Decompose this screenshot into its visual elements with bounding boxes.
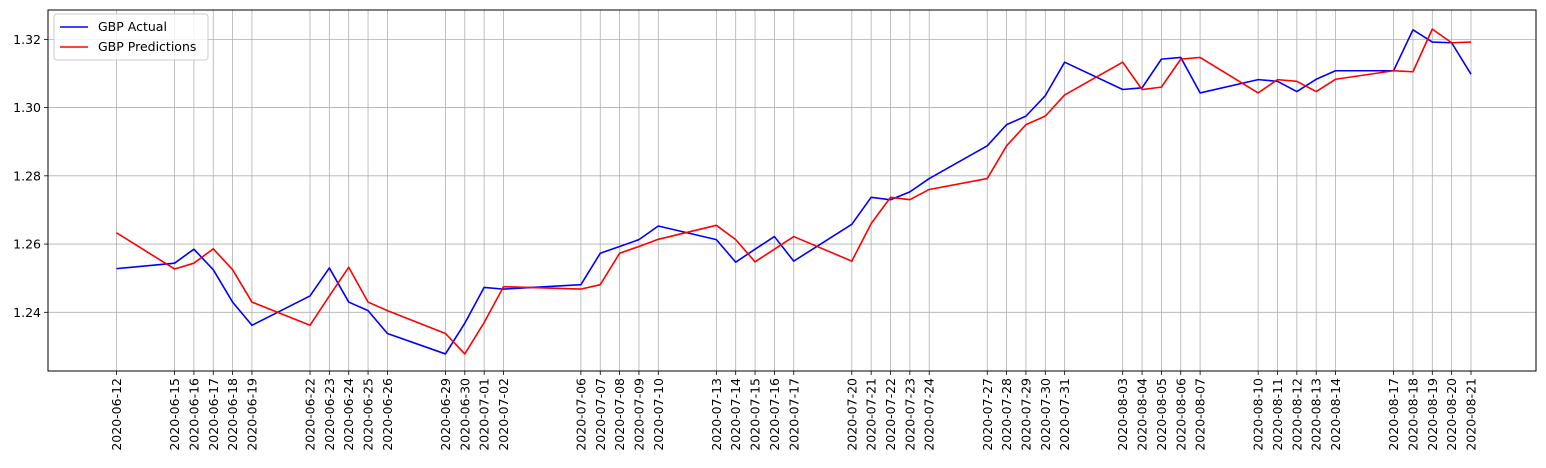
y-axis-ticks: 1.24 1.26 1.28 1.30 1.32 <box>13 32 48 320</box>
x-tick-label: 2020-07-06 <box>573 378 588 451</box>
x-tick-label: 2020-06-29 <box>438 378 453 451</box>
x-tick-label: 2020-07-10 <box>651 378 666 451</box>
x-tick-label: 2020-08-03 <box>1115 378 1130 451</box>
x-tick-label: 2020-07-16 <box>767 378 782 451</box>
x-tick-label: 2020-06-16 <box>186 378 201 451</box>
x-tick-label: 2020-07-09 <box>631 378 646 451</box>
x-tick-label: 2020-08-04 <box>1135 378 1150 451</box>
x-tick-label: 2020-07-27 <box>980 378 995 451</box>
x-tick-label: 2020-07-17 <box>786 378 801 451</box>
x-tick-label: 2020-08-12 <box>1289 378 1304 451</box>
x-tick-label: 2020-08-21 <box>1464 378 1479 451</box>
legend: GBP Actual GBP Predictions <box>53 13 209 61</box>
x-tick-label: 2020-06-23 <box>322 378 337 451</box>
x-tick-label: 2020-06-12 <box>109 378 124 451</box>
legend-box <box>53 13 209 61</box>
series-lines <box>116 28 1472 355</box>
x-tick-label: 2020-08-20 <box>1444 378 1459 451</box>
y-tick-label: 1.24 <box>13 305 41 320</box>
x-axis-ticks: 2020-06-12 2020-06-15 2020-06-16 2020-06-17… <box>109 371 1479 451</box>
x-tick-label: 2020-07-31 <box>1057 378 1072 451</box>
x-tick-label: 2020-07-23 <box>902 378 917 451</box>
x-tick-label: 2020-07-30 <box>1038 378 1053 451</box>
x-tick-label: 2020-08-14 <box>1328 378 1343 451</box>
x-tick-label: 2020-08-07 <box>1193 378 1208 451</box>
plot-area <box>48 10 1536 371</box>
x-tick-label: 2020-07-02 <box>496 378 511 451</box>
x-tick-label: 2020-06-18 <box>225 378 240 451</box>
x-tick-label: 2020-08-18 <box>1405 378 1420 451</box>
x-tick-label: 2020-06-24 <box>341 378 356 451</box>
grid-lines <box>48 10 1536 371</box>
x-tick-label: 2020-08-19 <box>1425 378 1440 451</box>
x-tick-label: 2020-06-22 <box>303 378 318 451</box>
x-tick-label: 2020-06-26 <box>380 378 395 451</box>
series-line-gbp-predictions <box>116 28 1472 355</box>
legend-label-predictions: GBP Predictions <box>98 39 196 54</box>
x-tick-label: 2020-07-20 <box>844 378 859 451</box>
plot-frame <box>47 9 1537 372</box>
x-tick-label: 2020-06-15 <box>167 378 182 451</box>
x-tick-label: 2020-07-14 <box>728 378 743 451</box>
x-tick-label: 2020-07-01 <box>477 378 492 451</box>
y-tick-label: 1.30 <box>13 100 41 115</box>
x-tick-label: 2020-08-13 <box>1309 378 1324 451</box>
x-tick-label: 2020-07-15 <box>748 378 763 451</box>
x-tick-label: 2020-07-13 <box>709 378 724 451</box>
x-tick-label: 2020-08-06 <box>1173 378 1188 451</box>
legend-label-actual: GBP Actual <box>98 19 167 34</box>
y-tick-label: 1.32 <box>13 32 41 47</box>
x-tick-label: 2020-08-05 <box>1154 378 1169 451</box>
x-tick-label: 2020-08-11 <box>1270 378 1285 451</box>
x-tick-label: 2020-06-19 <box>244 378 259 451</box>
x-tick-label: 2020-06-30 <box>457 378 472 451</box>
x-tick-label: 2020-07-07 <box>593 378 608 451</box>
x-tick-label: 2020-06-25 <box>361 378 376 451</box>
x-tick-label: 2020-07-29 <box>1018 378 1033 451</box>
x-tick-label: 2020-07-22 <box>883 378 898 451</box>
x-tick-label: 2020-07-24 <box>922 378 937 451</box>
x-tick-label: 2020-08-17 <box>1386 378 1401 451</box>
x-tick-label: 2020-07-21 <box>864 378 879 451</box>
x-tick-label: 2020-06-17 <box>206 378 221 451</box>
x-tick-label: 2020-07-08 <box>612 378 627 451</box>
x-tick-label: 2020-07-28 <box>999 378 1014 451</box>
y-tick-label: 1.28 <box>13 168 41 183</box>
y-tick-label: 1.26 <box>13 237 41 252</box>
x-tick-label: 2020-08-10 <box>1251 378 1266 451</box>
